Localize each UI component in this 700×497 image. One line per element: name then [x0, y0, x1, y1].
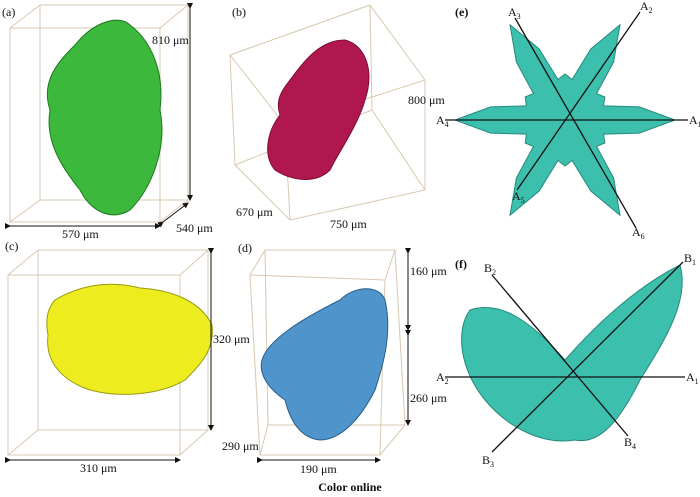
axis-letter: B [684, 251, 692, 265]
axis-line [514, 17, 637, 229]
axis-label: A4 [436, 113, 449, 129]
red-dendrite [267, 39, 370, 180]
axis-line [491, 261, 684, 453]
green-dendrite [46, 19, 163, 216]
dimension-label: 810 μm [152, 33, 189, 47]
axis-label: A2 [436, 370, 449, 386]
axis-label: A1 [689, 113, 700, 129]
panel-label: (c) [5, 239, 18, 253]
panel-label: (a) [2, 5, 15, 19]
teal-dendrite [461, 264, 683, 442]
axis-line [491, 274, 629, 437]
dim-arrow [157, 202, 189, 228]
axis-letter: A [632, 225, 641, 239]
axis-letter: A [640, 0, 649, 13]
axis-letter: A [689, 113, 698, 127]
dimension-label: 310 μm [80, 461, 117, 475]
panel-a: (a) 810 μm 570 μm 540 μm [2, 3, 213, 241]
axis-label: B1 [684, 251, 696, 267]
axis-letter: A [436, 113, 445, 127]
dimension-label: 750 μm [330, 217, 367, 231]
axis-index: 3 [517, 12, 521, 21]
dimension-label: 290 μm [222, 439, 259, 453]
panel-label: (b) [232, 5, 246, 19]
panel-e: (e) A1 A2 A3 A4 A5 A6 [436, 0, 700, 241]
axis-index: 2 [445, 377, 449, 386]
axis-letter: A [512, 189, 521, 203]
axis-label: A5 [512, 189, 525, 205]
axis-index: 2 [492, 268, 496, 277]
dimension-label: 570 μm [62, 227, 99, 241]
axis-index: 3 [490, 460, 494, 469]
axis-index: 4 [445, 120, 449, 129]
axis-letter: A [436, 370, 445, 384]
axis-letter: B [624, 435, 632, 449]
axis-label: B2 [484, 261, 496, 277]
panel-label: (f) [455, 257, 467, 271]
axis-label: A1 [686, 370, 699, 386]
blue-dendrite [260, 288, 389, 441]
axis-index: 5 [521, 196, 525, 205]
axis-label: A6 [632, 225, 645, 241]
axis-index: 2 [649, 6, 653, 15]
yellow-dendrite [46, 283, 213, 395]
dimension-label: 160 μm [410, 264, 447, 278]
dimension-label: 670 μm [236, 205, 273, 219]
panel-label: (e) [455, 5, 468, 19]
axis-letter: B [484, 261, 492, 275]
caption: Color online [318, 480, 382, 494]
dimension-label: 190 μm [300, 462, 337, 476]
axis-label: B4 [624, 435, 636, 451]
axis-label: A2 [640, 0, 653, 15]
axis-index: 1 [695, 377, 699, 386]
axis-letter: A [508, 5, 517, 19]
panel-b: (b) 800 μm 670 μm 750 μm [229, 4, 445, 231]
axis-index: 4 [632, 442, 636, 451]
axis-letter: B [482, 453, 490, 467]
axis-letter: A [686, 370, 695, 384]
panel-f: (f) A1 A2 B1 B2 B3 B4 [436, 251, 699, 469]
panel-label: (d) [238, 241, 252, 255]
axis-label: A3 [508, 5, 521, 21]
dimension-label: 800 μm [408, 93, 445, 107]
axis-index: 1 [692, 258, 696, 267]
axis-line [516, 11, 641, 191]
dimension-label: 540 μm [176, 221, 213, 235]
panel-d: (d) 160 μm 260 μm 190 μm [238, 241, 447, 476]
dimension-label: 260 μm [410, 391, 447, 405]
axis-index: 6 [641, 232, 645, 241]
axis-index: 1 [698, 120, 700, 129]
panel-c: (c) 320 μm 310 μm 290 μm [5, 239, 259, 475]
axis-label: B3 [482, 453, 494, 469]
dimension-label: 320 μm [213, 332, 250, 346]
